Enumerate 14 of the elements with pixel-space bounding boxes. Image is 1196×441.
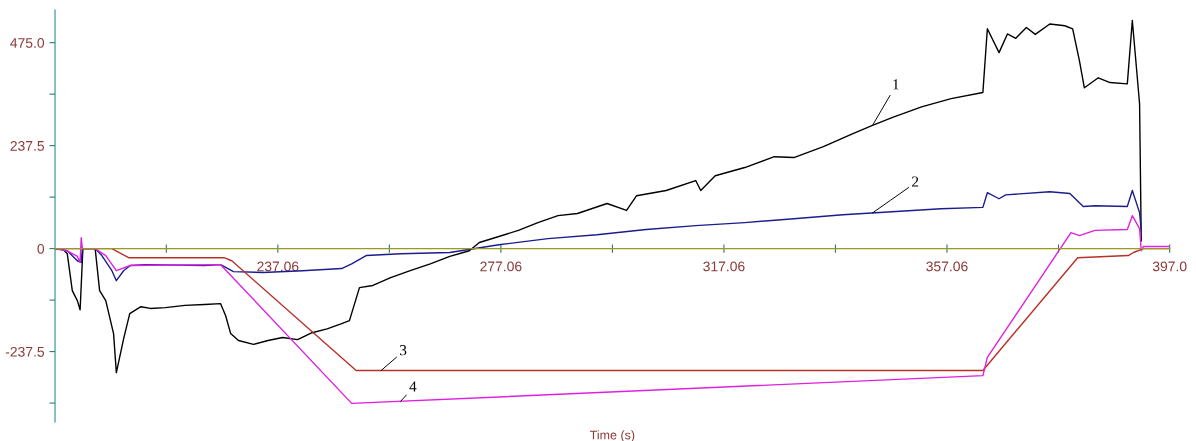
y-tick-label: -237.5 — [5, 346, 45, 357]
series-label: 1 — [893, 79, 899, 90]
y-tick-label: 0 — [37, 243, 45, 254]
series-label: 4 — [409, 381, 417, 392]
x-axis-title: Time (s) — [589, 430, 635, 441]
x-tick-label: 277.06 — [480, 261, 522, 272]
y-tick-label: 475.0 — [10, 38, 45, 48]
y-tick-label: 237.5 — [10, 140, 45, 151]
x-tick-label: 397.0 — [1152, 261, 1187, 272]
x-tick-label: 357.06 — [926, 261, 968, 272]
x-tick-label: 317.06 — [703, 261, 745, 272]
series-label: 3 — [400, 345, 407, 356]
x-tick-label: 237.06 — [257, 261, 299, 272]
series-label: 2 — [912, 176, 919, 187]
